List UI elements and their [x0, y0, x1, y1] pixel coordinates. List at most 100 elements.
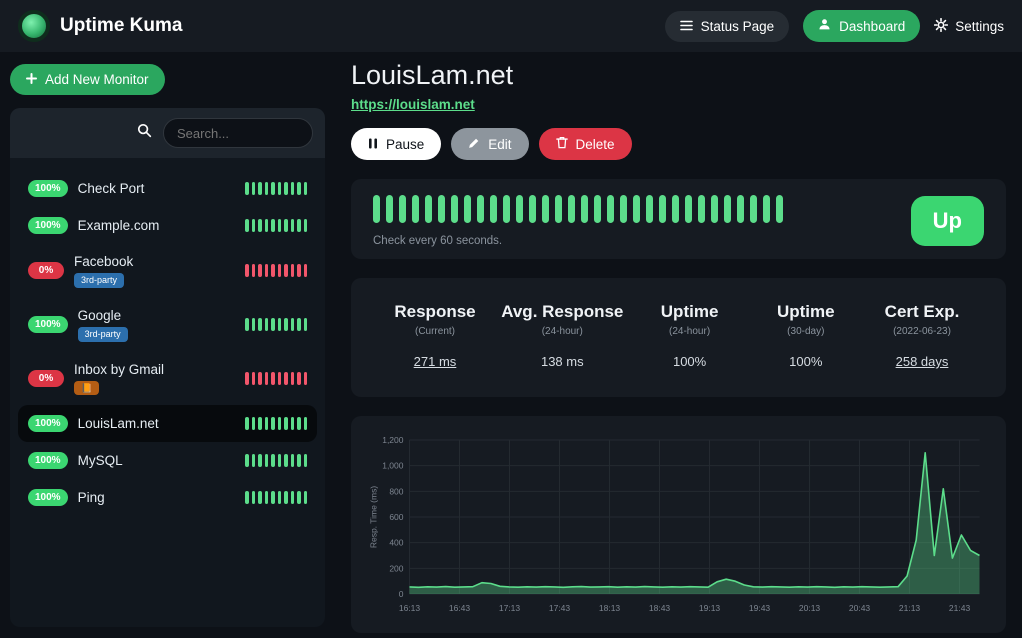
stat-value: 138 ms: [501, 354, 623, 369]
svg-text:19:43: 19:43: [749, 603, 771, 613]
mini-heartbeat-bars: [245, 318, 307, 331]
uptime-badge: 100%: [28, 415, 68, 432]
gear-icon: [934, 18, 948, 35]
stat-column: Avg. Response (24-hour) 138 ms: [501, 302, 623, 369]
monitor-item[interactable]: 100%Check Port: [18, 170, 317, 207]
monitor-tag: 3rd-party: [74, 273, 124, 288]
svg-text:600: 600: [389, 512, 403, 522]
add-monitor-label: Add New Monitor: [45, 72, 149, 87]
trash-icon: [556, 136, 568, 152]
svg-text:17:13: 17:13: [499, 603, 521, 613]
uptime-kuma-logo-icon: [18, 10, 50, 42]
monitor-item[interactable]: 0% Facebook 3rd-party: [18, 244, 317, 298]
search-input[interactable]: [163, 118, 313, 148]
stat-subtitle: (Current): [385, 326, 485, 337]
heartbeat-bars[interactable]: [373, 195, 891, 223]
sidebar: Add New Monitor 100%Check Port100%Exampl…: [0, 52, 335, 638]
svg-text:400: 400: [389, 538, 403, 548]
monitor-item[interactable]: 100%MySQL: [18, 442, 317, 479]
svg-text:19:13: 19:13: [699, 603, 721, 613]
mini-heartbeat-bars: [245, 264, 307, 277]
stat-subtitle: (24-hour): [640, 326, 740, 337]
chart-card[interactable]: 02004006008001,0001,20016:1316:4317:1317…: [351, 416, 1006, 633]
stat-label: Uptime: [756, 302, 856, 322]
monitor-name: Facebook: [74, 254, 133, 269]
heartbeat-area: Check every 60 seconds.: [373, 195, 891, 247]
svg-text:200: 200: [389, 563, 403, 573]
svg-text:1,200: 1,200: [382, 435, 404, 445]
svg-text:21:43: 21:43: [949, 603, 971, 613]
monitor-info: Facebook 3rd-party: [74, 254, 133, 288]
add-monitor-button[interactable]: Add New Monitor: [10, 64, 165, 95]
monitor-info: Example.com: [78, 218, 160, 233]
monitor-item[interactable]: 0% Inbox by Gmail 📙: [18, 352, 317, 406]
stat-label: Response: [385, 302, 485, 322]
mini-heartbeat-bars: [245, 219, 307, 232]
monitor-tag: 📙: [74, 381, 99, 396]
svg-text:16:43: 16:43: [449, 603, 471, 613]
heartbeat-card: Check every 60 seconds. Up: [351, 179, 1006, 259]
dashboard-button[interactable]: Dashboard: [803, 10, 920, 42]
stat-subtitle: (24-hour): [501, 326, 623, 337]
mini-heartbeat-bars: [245, 182, 307, 195]
mini-heartbeat-bars: [245, 454, 307, 467]
edit-label: Edit: [488, 137, 511, 152]
svg-text:18:13: 18:13: [599, 603, 621, 613]
person-icon: [818, 18, 831, 34]
monitor-item[interactable]: 100%Example.com: [18, 207, 317, 244]
svg-text:Resp. Time (ms): Resp. Time (ms): [369, 486, 379, 549]
monitor-name: LouisLam.net: [78, 416, 159, 431]
status-badge: Up: [911, 196, 984, 246]
stat-label: Cert Exp.: [872, 302, 972, 322]
stat-column: Uptime(24-hour)100%: [640, 302, 740, 369]
uptime-badge: 0%: [28, 370, 64, 387]
monitor-item[interactable]: 100%Ping: [18, 479, 317, 516]
uptime-badge: 0%: [28, 262, 64, 279]
brand-title: Uptime Kuma: [60, 15, 182, 37]
navbar-right: Status Page Dashboard Settings: [665, 10, 1004, 42]
status-page-label: Status Page: [701, 19, 775, 34]
mini-heartbeat-bars: [245, 417, 307, 430]
stat-label: Avg. Response: [501, 302, 623, 322]
monitor-info: Inbox by Gmail 📙: [74, 362, 164, 396]
edit-button[interactable]: Edit: [451, 128, 528, 160]
action-buttons: Pause Edit Delete: [351, 128, 1006, 160]
stat-value: 271 ms: [385, 354, 485, 369]
uptime-badge: 100%: [28, 316, 68, 333]
settings-button[interactable]: Settings: [934, 18, 1004, 35]
monitor-name: Google: [78, 308, 128, 323]
delete-button[interactable]: Delete: [539, 128, 632, 160]
monitor-name: Ping: [78, 490, 105, 505]
stat-column: Response (Current) 271 ms: [385, 302, 485, 369]
pencil-icon: [468, 137, 480, 152]
stat-label: Uptime: [640, 302, 740, 322]
svg-text:16:13: 16:13: [399, 603, 421, 613]
monitor-url-link[interactable]: https://louislam.net: [351, 97, 475, 112]
stat-value: 100%: [756, 354, 856, 369]
main-content: LouisLam.net https://louislam.net Pause …: [335, 52, 1022, 638]
status-page-button[interactable]: Status Page: [665, 11, 790, 42]
monitor-item[interactable]: 100% Google 3rd-party: [18, 298, 317, 352]
stat-subtitle: (2022-06-23): [872, 326, 972, 337]
pause-button[interactable]: Pause: [351, 128, 441, 160]
plus-icon: [26, 72, 37, 87]
svg-text:20:43: 20:43: [849, 603, 871, 613]
stat-column: Cert Exp.(2022-06-23)258 days: [872, 302, 972, 369]
brand[interactable]: Uptime Kuma: [18, 10, 182, 42]
settings-label: Settings: [955, 19, 1004, 34]
navbar: Uptime Kuma Status Page Dashboard Settin…: [0, 0, 1022, 52]
monitor-list: 100%Check Port100%Example.com0%Facebook3…: [10, 158, 325, 627]
check-interval-text: Check every 60 seconds.: [373, 235, 891, 247]
dashboard-label: Dashboard: [839, 19, 905, 34]
mini-heartbeat-bars: [245, 491, 307, 504]
delete-label: Delete: [576, 137, 615, 152]
monitor-name: Check Port: [78, 181, 145, 196]
search-icon: [137, 123, 152, 143]
monitor-info: Google 3rd-party: [78, 308, 128, 342]
monitor-name: Inbox by Gmail: [74, 362, 164, 377]
svg-text:17:43: 17:43: [549, 603, 571, 613]
monitor-tag: 3rd-party: [78, 327, 128, 342]
list-icon: [680, 19, 693, 34]
monitor-item[interactable]: 100% LouisLam.net: [18, 405, 317, 442]
response-chart[interactable]: 02004006008001,0001,20016:1316:4317:1317…: [363, 430, 994, 620]
